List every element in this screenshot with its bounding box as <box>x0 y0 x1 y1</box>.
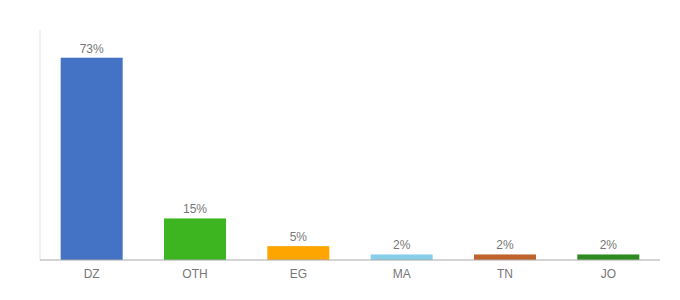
data-label: 2% <box>393 238 411 252</box>
bars <box>61 58 640 260</box>
x-tick-label: DZ <box>84 267 100 281</box>
bar <box>474 254 536 260</box>
x-tick-label: EG <box>290 267 307 281</box>
data-label: 2% <box>600 238 618 252</box>
chart-container: 73% 15% 5% 2% 2% 2% DZ OTH EG MA TN JO <box>0 0 680 300</box>
bar <box>267 246 329 260</box>
x-tick-label: TN <box>497 267 513 281</box>
bar <box>61 58 123 260</box>
data-label: 15% <box>183 202 207 216</box>
x-tick-label: MA <box>393 267 411 281</box>
y-axis-line <box>40 30 41 260</box>
x-tick-label: OTH <box>182 267 207 281</box>
bar <box>577 254 639 260</box>
bar <box>371 254 433 260</box>
data-label: 73% <box>80 42 104 56</box>
bar <box>164 218 226 260</box>
chart-svg: 73% 15% 5% 2% 2% 2% DZ OTH EG MA TN JO <box>0 0 680 300</box>
x-tick-label: JO <box>601 267 616 281</box>
x-axis-line <box>40 260 660 261</box>
data-label: 2% <box>496 238 514 252</box>
data-label: 5% <box>290 230 308 244</box>
